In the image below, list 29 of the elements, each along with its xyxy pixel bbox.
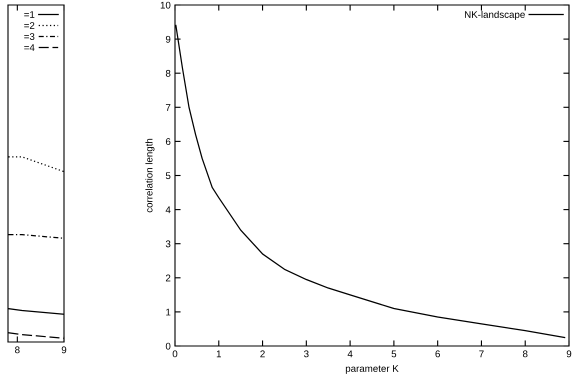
y-axis-title: correlation length (145, 138, 154, 212)
y-tick-label: 7 (166, 104, 170, 111)
y-tick-label: 3 (166, 240, 170, 248)
x-tick-label: 0 (172, 350, 178, 358)
y-tick-label: 2 (166, 274, 170, 282)
x-tick-label: 9 (62, 346, 66, 354)
legend-label: =4 (24, 44, 35, 51)
x-tick-label: 5 (392, 350, 396, 358)
x-tick-label: 9 (566, 350, 572, 358)
legend-label: =3 (24, 33, 34, 40)
x-tick-label: 4 (348, 350, 353, 358)
x-tick-label: 2 (260, 350, 265, 358)
y-tick-label: 10 (160, 2, 170, 9)
x-tick-label: 8 (15, 346, 20, 354)
y-tick-label: 4 (166, 206, 171, 214)
x-tick-label: 3 (304, 350, 309, 358)
legend-label: NK-landscape (464, 10, 525, 20)
y-tick-label: 9 (166, 36, 170, 43)
x-axis-title: parameter K (346, 365, 399, 374)
y-tick-label: 8 (166, 70, 170, 77)
x-tick-label: 6 (435, 350, 440, 358)
legend-label: =1 (24, 11, 34, 18)
y-tick-label: 1 (166, 308, 170, 316)
y-tick-label: 5 (166, 172, 170, 180)
legend-label: =2 (24, 22, 34, 29)
x-tick-label: 1 (216, 350, 222, 358)
y-tick-label: 6 (166, 138, 170, 146)
x-tick-label: 7 (479, 350, 484, 358)
x-tick-label: 8 (522, 350, 528, 358)
